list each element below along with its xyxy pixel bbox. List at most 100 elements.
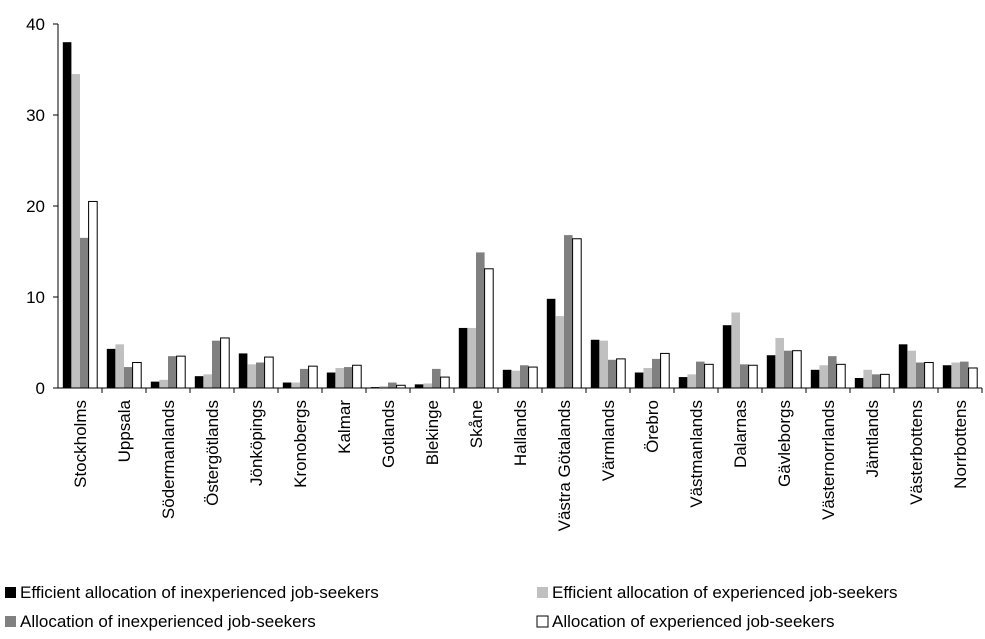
- bar: [748, 364, 758, 389]
- bar: [176, 355, 186, 389]
- bar: [414, 384, 424, 388]
- bar: [282, 382, 292, 388]
- legend-marker: [537, 587, 548, 598]
- bar: [308, 365, 318, 389]
- bar: [511, 370, 520, 388]
- bar: [599, 340, 608, 388]
- legend-label: Efficient allocation of inexperienced jo…: [20, 583, 379, 602]
- x-tick-label: Hallands: [511, 400, 530, 466]
- x-tick-label: Västerbottens: [907, 400, 926, 505]
- bar: [194, 376, 204, 388]
- bar: [520, 365, 529, 388]
- y-tick-label: 10: [26, 288, 45, 307]
- bar: [810, 369, 820, 388]
- x-tick-label: Örebro: [643, 400, 662, 453]
- bar: [379, 386, 388, 388]
- bar: [423, 383, 432, 388]
- bar: [132, 362, 142, 389]
- x-tick-label: Dalarnas: [731, 400, 750, 468]
- bar: [247, 364, 256, 388]
- bar: [880, 373, 890, 389]
- x-tick-label: Södermanlands: [159, 400, 178, 519]
- bar: [388, 382, 397, 388]
- bar: [124, 367, 133, 388]
- bar: [564, 235, 573, 388]
- bar: [335, 367, 344, 388]
- bar: [476, 252, 485, 388]
- bar: [300, 368, 309, 388]
- y-tick-label: 40: [26, 15, 45, 34]
- bar: [863, 369, 872, 388]
- bar: [836, 363, 846, 389]
- bar: [608, 359, 617, 388]
- legend-label: Allocation of inexperienced job-seekers: [20, 612, 316, 631]
- bar: [968, 367, 978, 389]
- bar: [828, 356, 837, 388]
- bar: [168, 356, 177, 388]
- bar: [590, 339, 600, 388]
- bar: [942, 365, 952, 388]
- bar: [854, 377, 864, 388]
- bar: [256, 362, 265, 388]
- bar: [71, 74, 80, 389]
- x-tick-label: Östergötlands: [203, 400, 222, 506]
- bar: [687, 374, 696, 388]
- bar: [88, 200, 98, 389]
- bar: [115, 344, 124, 388]
- legend-marker: [5, 587, 16, 598]
- bar: [819, 365, 828, 388]
- x-tick-label: Uppsala: [115, 399, 134, 462]
- bar: [704, 363, 714, 389]
- x-tick-label: Kalmar: [335, 400, 354, 454]
- bar: [696, 361, 705, 388]
- bar: [432, 368, 441, 388]
- legend-marker: [536, 615, 549, 628]
- bar: [660, 352, 670, 389]
- legend-label: Efficient allocation of experienced job-…: [552, 583, 898, 602]
- bar: [634, 372, 644, 388]
- x-tick-label: Gävleborgs: [775, 400, 794, 487]
- bar: [555, 316, 564, 388]
- bar: [203, 374, 212, 388]
- bar: [740, 364, 749, 388]
- bar: [960, 361, 969, 388]
- bar: [484, 268, 494, 389]
- bar: [678, 377, 688, 388]
- bar: [616, 358, 626, 389]
- bar: [731, 312, 740, 388]
- y-tick-label: 30: [26, 106, 45, 125]
- x-tick-label: Värmlands: [599, 400, 618, 481]
- bar: [458, 327, 468, 388]
- bar: [467, 327, 476, 388]
- bar: [502, 369, 512, 388]
- bar: [264, 356, 274, 389]
- bar: [62, 42, 72, 388]
- x-tick-label: Jönköpings: [247, 400, 266, 486]
- bar: [652, 358, 661, 388]
- x-tick-label: Stockholms: [71, 400, 90, 488]
- x-tick-label: Skåne: [467, 400, 486, 448]
- bar: [238, 353, 248, 388]
- bar: [643, 367, 652, 388]
- bar: [951, 362, 960, 388]
- bar: [352, 364, 362, 389]
- bar: [159, 379, 168, 388]
- bar: [546, 298, 556, 388]
- bar: [784, 350, 793, 388]
- y-tick-label: 0: [36, 379, 45, 398]
- bar: [220, 337, 230, 389]
- legend-marker: [5, 616, 16, 627]
- bar: [775, 337, 784, 388]
- bar: [291, 382, 300, 388]
- x-tick-label: Gotlands: [379, 400, 398, 468]
- x-tick-label: Blekinge: [423, 400, 442, 465]
- bar: [344, 367, 353, 388]
- x-tick-label: Norrbottens: [951, 400, 970, 489]
- x-tick-label: Västernorrlands: [819, 400, 838, 520]
- legend-label: Allocation of experienced job-seekers: [552, 612, 835, 631]
- bar: [924, 362, 934, 389]
- bar: [440, 376, 450, 389]
- x-tick-label: Västra Götalands: [555, 400, 574, 531]
- bar: [766, 355, 776, 388]
